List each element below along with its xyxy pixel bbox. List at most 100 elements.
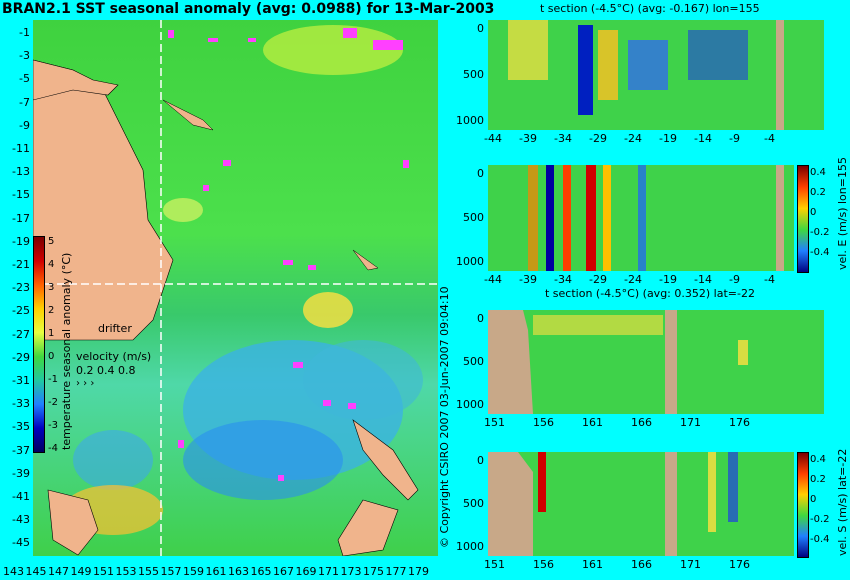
lat-tick-label: -1: [19, 26, 30, 39]
cbar-tick: -1: [48, 374, 58, 385]
lat-tick-label: -33: [12, 397, 30, 411]
map-colorbar-label: temperature seasonal anomaly (°C): [60, 252, 73, 450]
velocity-scale: 0.2 0.4 0.8: [76, 364, 136, 377]
velocity-label: velocity (m/s): [76, 350, 152, 363]
lat-tick-label: -39: [12, 466, 30, 480]
section4-colorbar-label: vel. S (m/s) lat=-22: [836, 448, 849, 556]
section-y-tick: 1000: [456, 398, 484, 411]
section-colorbar-tick: -0.2: [810, 227, 830, 238]
lat-tick-label: -45: [12, 536, 30, 550]
map-colorbar-ticks: 5 4 3 2 1 0 -1 -2 -3 -4: [48, 230, 58, 460]
lat-tick-label: -41: [12, 490, 30, 503]
section-y-tick: 500: [463, 68, 484, 81]
section2-colorbar-label: vel. E (m/s) lon=155: [836, 157, 849, 270]
lon-tick-label: 171: [318, 565, 339, 578]
section-x-tick: -4: [764, 273, 775, 286]
lon-tick-label: 163: [228, 565, 249, 578]
section-colorbar-tick: 0.2: [810, 474, 826, 485]
section-x-tick: 161: [582, 416, 603, 429]
lat-tick-label: -43: [12, 513, 30, 527]
section-x-tick: -4: [764, 132, 775, 145]
section-y-tick: 500: [463, 355, 484, 368]
section-x-tick: -24: [624, 273, 642, 286]
section1-title: t section (-4.5°C) (avg: -0.167) lon=155: [540, 2, 760, 15]
cbar-tick: 1: [48, 328, 55, 339]
section-colorbar-tick: -0.4: [810, 534, 830, 545]
section2-colorbar: [797, 165, 809, 273]
section-x-tick: -9: [729, 273, 740, 286]
section-x-tick: -34: [554, 132, 572, 145]
lat-tick-label: -7: [19, 95, 30, 109]
lon-tick-label: 165: [250, 565, 272, 578]
section2-graphic: [528, 165, 784, 271]
section-x-tick: -44: [484, 132, 502, 145]
section-colorbar-tick: 0: [810, 494, 817, 505]
section-colorbar-tick: 0.4: [810, 167, 826, 178]
section4-colorbar: [797, 452, 809, 558]
sst-anomaly-map[interactable]: [33, 20, 438, 556]
section-y-tick: 0: [477, 312, 484, 325]
section-x-tick: -34: [554, 273, 572, 286]
section-colorbar-tick: 0.2: [810, 187, 826, 198]
lat-tick-label: -23: [12, 281, 30, 295]
lon-tick-label: 177: [385, 565, 407, 578]
section-colorbar-tick: 0: [810, 207, 817, 218]
cbar-tick: 4: [48, 259, 55, 270]
section-x-tick: -19: [659, 132, 677, 145]
section-x-tick: -39: [519, 132, 537, 145]
section-y-tick: 0: [477, 167, 484, 180]
lat-tick-label: -31: [12, 374, 30, 387]
section-colorbar-tick: -0.2: [810, 514, 830, 525]
section4-plot[interactable]: [488, 452, 794, 556]
lon-tick-label: 153: [115, 565, 137, 578]
map-graphic: [33, 20, 438, 556]
cbar-tick: 0: [48, 351, 55, 362]
lon-tick-label: 161: [205, 565, 227, 578]
drifter-label: drifter: [98, 322, 132, 335]
section-x-tick: -14: [694, 273, 712, 286]
section-x-tick: 151: [484, 558, 505, 571]
lat-tick-label: -13: [12, 165, 30, 179]
lat-tick-label: -17: [12, 211, 30, 225]
cbar-tick: 2: [48, 305, 55, 316]
section1-plot[interactable]: [488, 20, 824, 130]
lat-tick-label: -19: [12, 234, 30, 248]
section-x-tick: -29: [589, 273, 607, 286]
lat-tick-label: -21: [12, 258, 30, 271]
section-y-tick: 0: [477, 22, 484, 35]
lon-tick-label: 167: [273, 565, 294, 578]
lon-tick-label: 151: [93, 565, 114, 578]
lat-tick-label: -27: [12, 327, 30, 341]
lon-tick-label: 173: [340, 565, 362, 578]
cbar-tick: -4: [48, 443, 58, 454]
section4-graphic: [488, 452, 738, 556]
lat-tick-label: -9: [19, 118, 30, 132]
section2-plot[interactable]: [488, 165, 794, 271]
section-x-tick: -39: [519, 273, 537, 286]
section-y-tick: 500: [463, 211, 484, 224]
lon-tick-label: 157: [160, 565, 182, 578]
section3-plot[interactable]: [488, 310, 824, 414]
map-colorbar: [33, 236, 45, 453]
section-x-tick: -29: [589, 132, 607, 145]
map-title: BRAN2.1 SST seasonal anomaly (avg: 0.098…: [2, 1, 495, 17]
section-y-tick: 1000: [456, 114, 484, 127]
section-y-tick: 1000: [456, 255, 484, 268]
lon-tick-label: 155: [138, 565, 159, 578]
section-x-tick: 171: [680, 558, 701, 571]
lat-tick-label: -25: [12, 304, 30, 318]
section-x-tick: -19: [659, 273, 677, 286]
section-x-tick: 166: [631, 558, 652, 571]
section-y-tick: 500: [463, 497, 484, 510]
lon-tick-label: 149: [70, 565, 92, 578]
section-x-tick: 166: [631, 416, 652, 429]
section-x-tick: 176: [729, 416, 750, 429]
section-x-tick: -24: [624, 132, 642, 145]
section-y-tick: 0: [477, 454, 484, 467]
lon-tick-label: 179: [408, 565, 429, 578]
section1-graphic: [508, 20, 784, 130]
lat-tick-label: -37: [12, 443, 30, 457]
lat-tick-label: -29: [12, 350, 30, 364]
section-x-tick: 156: [533, 416, 554, 429]
section-x-tick: -44: [484, 273, 502, 286]
